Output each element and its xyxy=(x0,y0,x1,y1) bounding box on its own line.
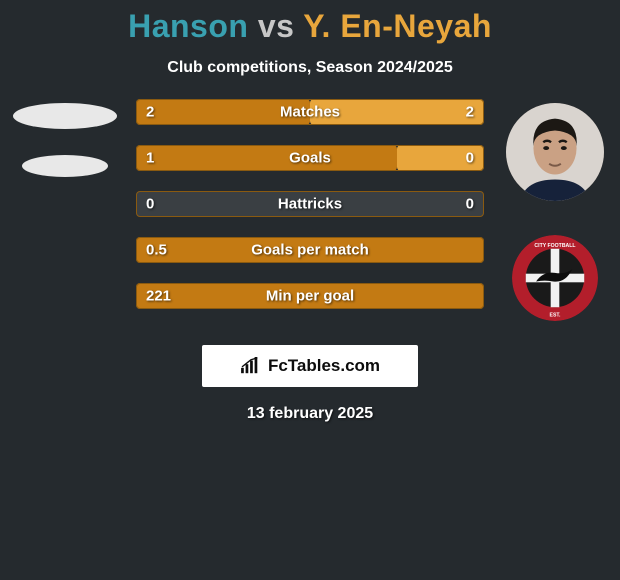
title-player2: Y. En-Neyah xyxy=(303,8,492,44)
svg-text:CITY FOOTBALL: CITY FOOTBALL xyxy=(534,243,575,249)
player1-avatar-placeholder xyxy=(13,103,117,129)
title-player1: Hanson xyxy=(128,8,248,44)
stat-label: Hattricks xyxy=(278,196,342,213)
stat-left-value: 0.5 xyxy=(146,242,167,259)
stat-left-value: 1 xyxy=(146,150,154,167)
stat-bar: 0.5 Goals per match xyxy=(136,237,484,263)
subtitle: Club competitions, Season 2024/2025 xyxy=(0,59,620,77)
stat-label: Goals per match xyxy=(251,242,369,259)
watermark: FcTables.com xyxy=(202,345,418,387)
stat-left-value: 0 xyxy=(146,196,154,213)
stat-bar: 1 0 Goals xyxy=(136,145,484,171)
watermark-text: FcTables.com xyxy=(268,356,380,376)
stat-bars: 2 2 Matches 1 0 Goals 0 0 Hattricks 0.5 Goals per … xyxy=(118,99,502,309)
stat-label: Goals xyxy=(289,150,331,167)
stat-bar: 0 0 Hattricks xyxy=(136,191,484,217)
stat-bar: 221 Min per goal xyxy=(136,283,484,309)
stat-left-value: 2 xyxy=(146,104,154,121)
stat-label: Min per goal xyxy=(266,288,354,305)
left-column xyxy=(12,99,118,177)
player2-avatar xyxy=(506,103,604,201)
right-column: CITY FOOTBALL EST. xyxy=(502,99,608,321)
stat-right-value: 0 xyxy=(466,196,474,213)
title-vs: vs xyxy=(258,8,295,44)
stat-bar: 2 2 Matches xyxy=(136,99,484,125)
bar-chart-icon xyxy=(240,357,262,375)
comparison-card: Hanson vs Y. En-Neyah Club competitions,… xyxy=(0,0,620,423)
stat-right-value: 0 xyxy=(466,150,474,167)
stat-left-value: 221 xyxy=(146,288,171,305)
page-title: Hanson vs Y. En-Neyah xyxy=(0,8,620,45)
date: 13 february 2025 xyxy=(0,405,620,423)
stat-right-value: 2 xyxy=(466,104,474,121)
player2-club-badge: CITY FOOTBALL EST. xyxy=(512,235,598,321)
stat-bar-left-seg xyxy=(136,145,397,171)
main-row: 2 2 Matches 1 0 Goals 0 0 Hattricks 0.5 Goals per … xyxy=(0,99,620,321)
player1-club-placeholder xyxy=(22,155,108,177)
svg-text:EST.: EST. xyxy=(550,313,561,319)
stat-label: Matches xyxy=(280,104,340,121)
